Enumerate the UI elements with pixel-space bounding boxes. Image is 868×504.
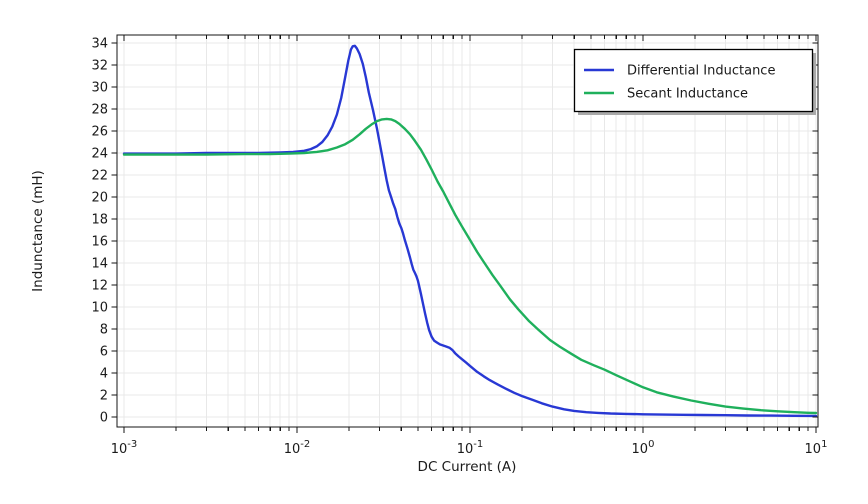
x-tick-label: 10-1 — [457, 439, 484, 457]
y-tick-label: 14 — [91, 257, 108, 272]
y-axis-title: Indunctance (mH) — [30, 170, 46, 292]
series-lines — [122, 44, 818, 418]
y-tick-label: 20 — [91, 191, 108, 206]
series-line-secant-inductance — [122, 117, 818, 415]
x-tick-label: 10-2 — [284, 439, 311, 457]
y-tick-label: 10 — [91, 301, 108, 316]
y-tick-label: 8 — [100, 323, 108, 338]
y-tick-label: 2 — [100, 389, 108, 404]
y-tick-label: 30 — [91, 81, 108, 96]
y-tick-label: 12 — [91, 279, 108, 294]
legend-label-secant-inductance: Secant Inductance — [627, 87, 748, 102]
x-tick-label: 101 — [805, 439, 828, 457]
x-tick-label: 10-3 — [111, 439, 138, 457]
x-axis-title: DC Current (A) — [418, 459, 517, 475]
y-tick-label: 26 — [91, 125, 108, 140]
y-tick-label: 34 — [91, 37, 108, 52]
y-tick-label: 0 — [100, 411, 108, 426]
y-tick-label: 4 — [100, 367, 108, 382]
y-tick-label: 28 — [91, 103, 108, 118]
legend: Differential Inductance Secant Inductanc… — [573, 48, 816, 115]
series-line-differential-inductance — [122, 44, 818, 418]
y-tick-label: 22 — [91, 169, 108, 184]
axis-ticks — [111, 35, 818, 433]
legend-box — [573, 48, 814, 113]
x-tick-labels: 10-3 10-2 10-1 100 101 — [111, 439, 828, 457]
plot-frame — [116, 34, 819, 428]
y-tick-label: 32 — [91, 59, 108, 74]
y-tick-label: 18 — [91, 213, 108, 228]
legend-label-differential-inductance: Differential Inductance — [627, 64, 775, 79]
y-tick-label: 24 — [91, 147, 108, 162]
y-tick-label: 16 — [91, 235, 108, 250]
x-tick-label: 100 — [632, 439, 655, 457]
y-tick-label: 6 — [100, 345, 108, 360]
